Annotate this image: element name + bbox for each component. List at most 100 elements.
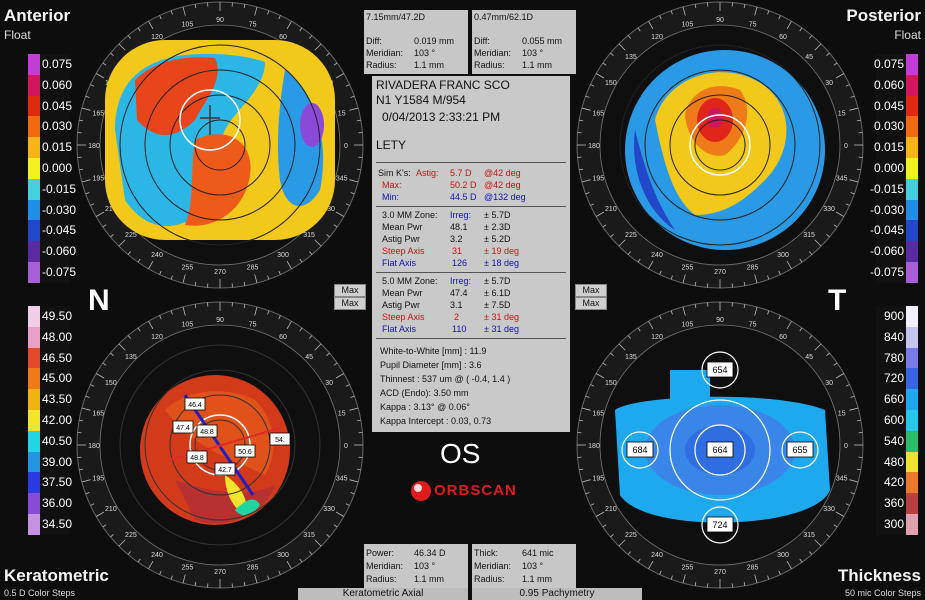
- scale-label: 300: [883, 516, 904, 531]
- anterior-diff-value: 0.019 mm: [414, 36, 455, 46]
- ring-tick: [335, 511, 345, 517]
- ring-tick: [778, 315, 781, 320]
- ring-tick: [137, 558, 141, 563]
- degree-label: 75: [249, 21, 257, 28]
- scale-step: -0.030: [870, 199, 918, 221]
- anterior-float-map[interactable]: 0153045607590105120135150165180195210225…: [75, 0, 365, 290]
- ring-tick: [754, 274, 758, 284]
- ring-tick: [95, 73, 105, 79]
- keratometric-color-scale: 49.50 48.00 46.50 45.00 43.50 42.00 40.50 39.00…: [28, 306, 73, 535]
- zone5-steep-value: 2: [454, 312, 460, 322]
- degree-label: 75: [249, 321, 257, 328]
- degree-label: 90: [216, 17, 224, 24]
- ring-tick: [682, 274, 686, 284]
- ring-tick: [309, 35, 313, 39]
- ring-tick: [127, 251, 131, 255]
- ring-tick: [809, 35, 813, 39]
- ring-tick: [682, 574, 686, 584]
- ring-tick: [326, 234, 330, 238]
- ring-tick: [659, 270, 662, 275]
- scale-label: 48.00: [42, 329, 73, 344]
- ring-tick: [826, 52, 830, 56]
- ring-tick: [814, 43, 822, 51]
- kerat-meridian-label: Meridian:: [366, 561, 404, 571]
- ring-tick: [767, 575, 770, 580]
- degree-label: 315: [303, 232, 315, 239]
- thickness-tag-box: [706, 441, 734, 458]
- zone-ring: [169, 94, 271, 196]
- degree-label: 45: [305, 354, 313, 361]
- degree-label: 315: [303, 532, 315, 539]
- tab-pachymetry[interactable]: 0.95 Pachymetry: [472, 588, 642, 600]
- ring-tick: [137, 327, 141, 332]
- scale-step: 0.000: [28, 157, 72, 179]
- scale-swatch: [906, 116, 918, 138]
- zone-ring: [694, 119, 746, 171]
- ring-tick: [314, 43, 322, 51]
- scale-step: 39.00: [28, 451, 72, 473]
- nasal-letter: N: [88, 284, 110, 317]
- ring-tick: [590, 503, 595, 506]
- scale-label: 480: [883, 454, 904, 469]
- ring-tick: [85, 492, 90, 495]
- degree-label: 15: [338, 410, 346, 417]
- scale-label: 0.060: [42, 77, 73, 92]
- degree-label: 345: [836, 476, 848, 483]
- ring-tick: [148, 20, 154, 30]
- ring-tick: [95, 373, 105, 379]
- scale-step: 42.00: [28, 409, 72, 431]
- ring-tick: [314, 239, 322, 247]
- ring-tick: [95, 511, 105, 517]
- ring-tick: [350, 492, 355, 495]
- posterior-float-map[interactable]: 0 15 30 45 60 75 90 105 120 135 150 165 180 195 210 225…: [575, 0, 865, 290]
- tab-keratometric-axial[interactable]: Keratometric Axial: [298, 588, 468, 600]
- scale-step: 480: [876, 451, 918, 473]
- power-tag-box: [269, 432, 291, 446]
- ring-tick: [309, 251, 313, 255]
- ring-tick: [850, 395, 855, 398]
- ring-tick: [243, 281, 246, 286]
- max-button-keratometric[interactable]: Max: [334, 297, 366, 310]
- degree-label: 105: [682, 21, 694, 28]
- keratometric-map[interactable]: 0 15 30 45 60 75 90 105 120 135 150 165 180 195 210 225…: [75, 300, 365, 590]
- scale-swatch: [906, 368, 918, 390]
- scale-step: 540: [876, 430, 918, 452]
- ring-tick: [85, 95, 90, 98]
- max-button-posterior[interactable]: Max: [575, 284, 607, 297]
- degree-label: 270: [214, 569, 226, 576]
- ring-tick: [799, 327, 803, 332]
- ring-tick: [610, 352, 614, 356]
- scale-swatch: [906, 389, 918, 410]
- scale-step: 360: [876, 493, 918, 514]
- degree-label: 225: [125, 532, 137, 539]
- thickness-tag-box: [786, 441, 814, 458]
- degree-label: 150: [605, 80, 617, 87]
- scale-step: 43.50: [28, 389, 72, 410]
- degree-label: 90: [716, 317, 724, 324]
- thick-radius-label: Radius:: [474, 574, 505, 584]
- degree-label: 30: [325, 380, 333, 387]
- thickness-map[interactable]: 0 15 30 45 60 75 90 105 120 135 150 165 180 195 210 225…: [575, 300, 865, 590]
- scale-step: 0.015: [874, 137, 918, 158]
- anterior-radius-value: 1.1 mm: [414, 60, 445, 70]
- ring-tick: [254, 306, 258, 316]
- thickness-tag: 655: [792, 445, 807, 455]
- zone5-irreg-label: Irreg:: [450, 276, 472, 286]
- ring-tick: [682, 306, 686, 316]
- scale-step: 45.00: [28, 368, 72, 390]
- degree-label: 270: [714, 569, 726, 576]
- scale-step: 0.075: [28, 54, 72, 75]
- ring-tick: [333, 524, 338, 528]
- ring-tick: [579, 468, 584, 471]
- ring-tick: [356, 168, 361, 171]
- max-button-thickness[interactable]: Max: [575, 297, 607, 310]
- degree-label: 195: [92, 176, 104, 183]
- zone3-mean-sd: ± 2.3D: [484, 222, 511, 232]
- degree-label: 300: [777, 252, 789, 259]
- kerat-meridian-value: 103 °: [414, 561, 436, 571]
- patient-id: N1 Y1584 M/954: [376, 93, 466, 107]
- orbscan-logo-text: ORBSCAN: [434, 482, 517, 499]
- ring-tick: [286, 20, 292, 30]
- degree-label: 75: [749, 321, 757, 328]
- max-button-anterior[interactable]: Max: [334, 284, 366, 297]
